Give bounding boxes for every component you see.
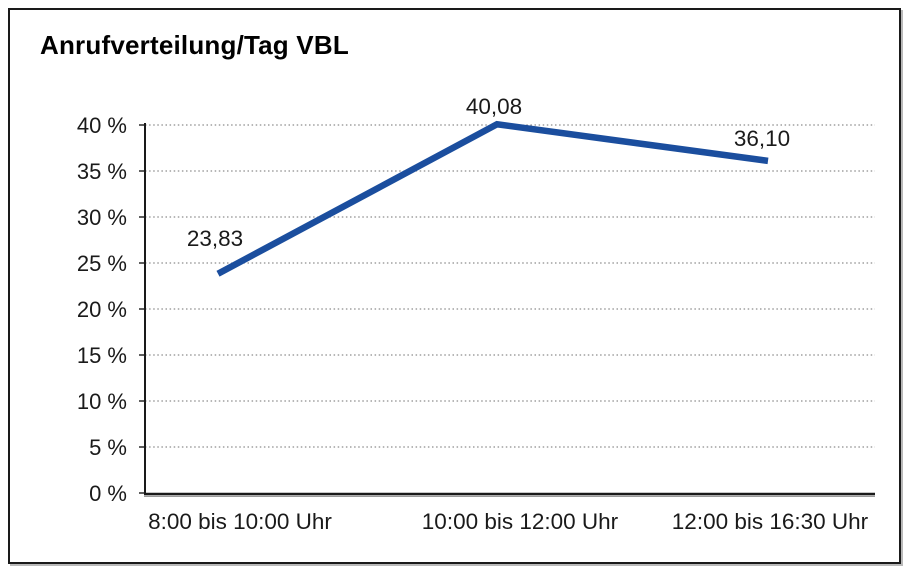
y-tick-label: 40 % [77,113,127,138]
category-label: 10:00 bis 12:00 Uhr [422,509,619,534]
data-label: 23,83 [187,226,243,251]
y-tick-label: 25 % [77,251,127,276]
y-tick-label: 0 % [89,481,127,506]
chart-title: Anrufverteilung/Tag VBL [40,30,349,60]
y-tick-label: 15 % [77,343,127,368]
data-label: 40,08 [466,94,522,119]
data-label: 36,10 [734,126,790,151]
y-tick-label: 30 % [77,205,127,230]
y-tick-label: 35 % [77,159,127,184]
category-label: 8:00 bis 10:00 Uhr [148,509,332,534]
y-tick-label: 5 % [89,435,127,460]
y-tick-label: 20 % [77,297,127,322]
chart-frame [8,8,901,564]
category-label: 12:00 bis 16:30 Uhr [672,509,869,534]
data-line [216,120,769,277]
y-tick-label: 10 % [77,389,127,414]
